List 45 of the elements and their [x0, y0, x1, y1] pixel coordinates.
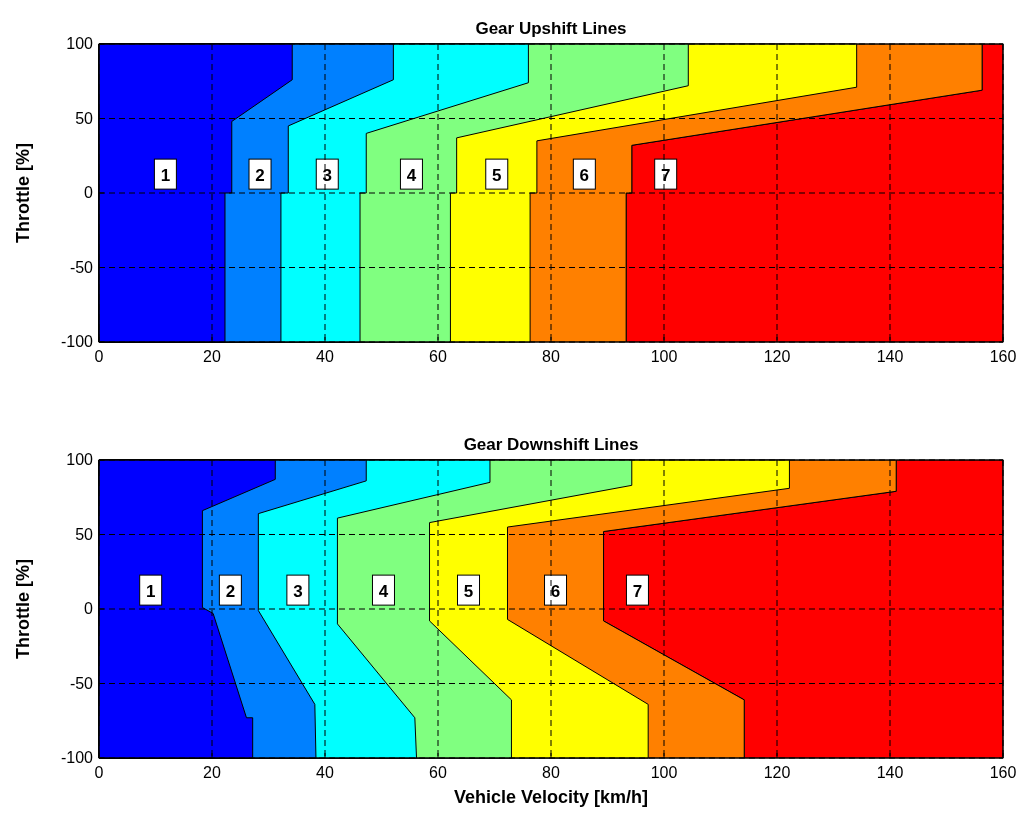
- x-tick-label: 40: [316, 348, 334, 365]
- x-tick-label: 160: [989, 764, 1017, 781]
- x-tick-label: 140: [876, 764, 904, 781]
- y-tick-label: -50: [69, 674, 94, 692]
- x-tick-label: 100: [650, 348, 678, 365]
- series-label: 5: [463, 582, 474, 602]
- series-label: 1: [145, 582, 156, 602]
- y-tick-label: 100: [66, 451, 94, 468]
- x-tick-label: 20: [203, 348, 221, 365]
- y-tick-label: 100: [66, 35, 94, 52]
- x-tick-label: 160: [989, 348, 1017, 365]
- x-tick-label: 80: [542, 764, 560, 781]
- series-label: 6: [550, 582, 561, 602]
- y-axis-title: Throttle [%]: [13, 559, 33, 659]
- series-label: 7: [660, 166, 671, 186]
- series-label: 2: [225, 582, 236, 602]
- series-label: 4: [378, 582, 389, 602]
- series-label: 2: [255, 166, 265, 186]
- y-tick-label: -100: [60, 749, 94, 766]
- series-label: 7: [632, 582, 643, 602]
- series-label: 1: [160, 166, 171, 186]
- y-tick-label: 0: [84, 184, 94, 201]
- x-tick-label: 80: [542, 348, 560, 365]
- y-tick-label: -50: [69, 258, 94, 276]
- series-label: 5: [492, 166, 502, 186]
- x-tick-label: 40: [316, 764, 334, 781]
- x-tick-label: 100: [650, 764, 678, 781]
- x-tick-label: 120: [763, 348, 791, 365]
- series-label: 3: [322, 166, 332, 186]
- y-tick-label: -100: [60, 333, 94, 350]
- x-tick-label: 140: [876, 348, 904, 365]
- chart-title: Gear Upshift Lines: [475, 19, 627, 38]
- series-label: 3: [293, 582, 303, 602]
- series-label: 6: [579, 166, 590, 186]
- y-axis-title: Throttle [%]: [13, 143, 33, 243]
- chart-title: Gear Downshift Lines: [463, 435, 639, 454]
- y-tick-label: 50: [75, 109, 94, 127]
- series-label: 4: [406, 166, 417, 186]
- x-tick-label: 120: [763, 764, 791, 781]
- y-tick-label: 50: [75, 525, 94, 543]
- y-tick-label: 0: [84, 600, 94, 617]
- x-axis-title: Vehicle Velocity [km/h]: [453, 787, 649, 807]
- x-tick-label: 20: [203, 764, 221, 781]
- x-tick-label: 60: [429, 348, 447, 365]
- x-tick-label: 60: [429, 764, 447, 781]
